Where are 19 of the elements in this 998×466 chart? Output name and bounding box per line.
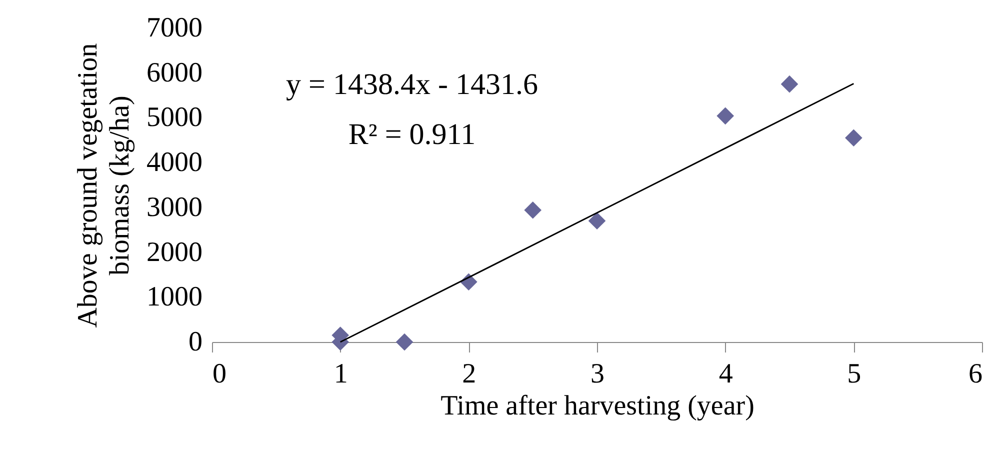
y-tick-label: 5000 <box>146 102 202 134</box>
x-tick-label: 5 <box>847 358 862 390</box>
annotation: y = 1438.4x - 1431.6 <box>286 68 538 101</box>
annotation: R² = 0.911 <box>348 118 476 151</box>
x-axis-title: Time after harvesting (year) <box>440 390 754 422</box>
y-tick-label: 3000 <box>146 192 202 223</box>
y-tick-label: 4000 <box>146 147 202 178</box>
x-tick-label: 1 <box>334 358 348 390</box>
y-tick-label: 7000 <box>146 12 202 44</box>
x-tick-label: 6 <box>968 358 982 390</box>
y-axis-title: Above ground vegetation biomass (kg/ha) <box>72 43 136 328</box>
x-tick-label: 0 <box>212 358 226 390</box>
y-tick-label: 2000 <box>146 236 202 268</box>
y-tick-label: 0 <box>188 326 202 358</box>
x-tick-label: 2 <box>462 358 476 390</box>
y-tick-label: 1000 <box>146 282 202 313</box>
y-tick-label: 6000 <box>146 57 202 88</box>
x-tick-label: 4 <box>718 358 733 390</box>
x-tick-label: 3 <box>590 358 604 390</box>
